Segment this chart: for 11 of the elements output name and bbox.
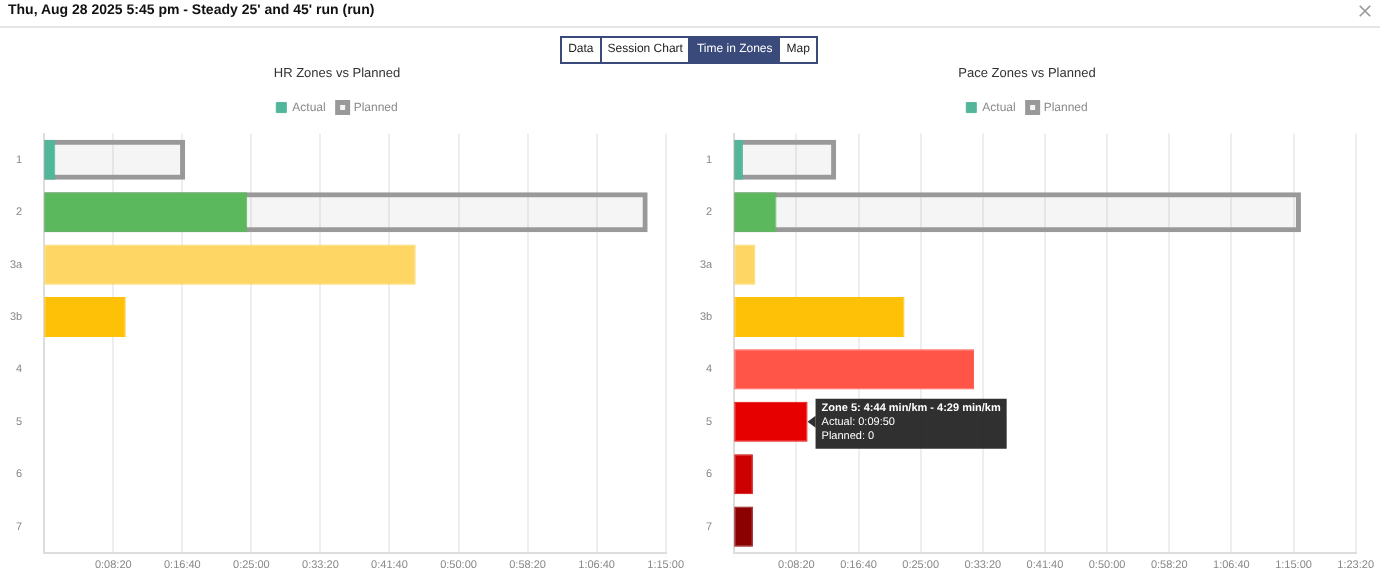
bar [734, 506, 753, 547]
bar [44, 296, 126, 338]
bar [734, 244, 756, 285]
bar [734, 401, 808, 442]
bar [734, 192, 777, 233]
bar [734, 296, 905, 338]
bar [734, 454, 753, 495]
bar [734, 139, 743, 180]
bar [734, 349, 975, 390]
bar [44, 244, 416, 285]
bar [44, 139, 56, 180]
